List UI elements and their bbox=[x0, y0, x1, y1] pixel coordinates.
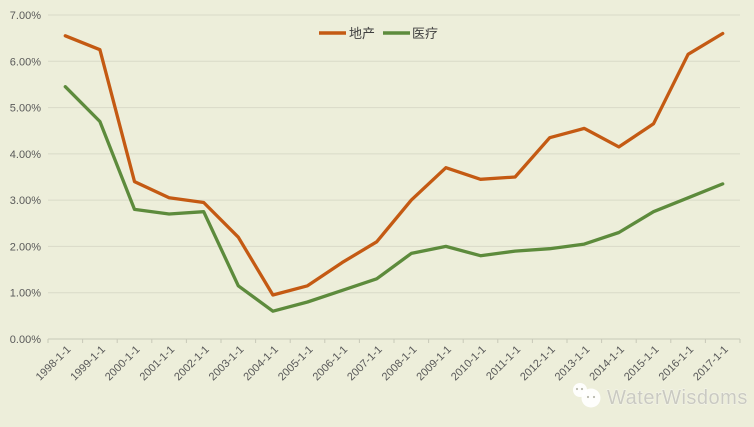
chat-bubbles-icon-dot bbox=[580, 387, 584, 391]
series-line-0 bbox=[63, 31, 725, 297]
series-line-1 bbox=[63, 85, 725, 313]
x-tick-label: 2008-1-1 bbox=[380, 344, 420, 384]
x-tick-label: 2010-1-1 bbox=[449, 344, 489, 384]
x-tick-label: 2001-1-1 bbox=[138, 344, 178, 384]
y-tick-label: 3.00% bbox=[10, 195, 41, 207]
x-tick-label: 2012-1-1 bbox=[518, 344, 558, 384]
x-tick-label: 2002-1-1 bbox=[172, 344, 212, 384]
x-tick-label: 2006-1-1 bbox=[311, 344, 351, 384]
y-tick-label: 2.00% bbox=[10, 241, 41, 253]
y-tick-label: 1.00% bbox=[10, 288, 41, 300]
y-tick-label: 5.00% bbox=[10, 103, 41, 115]
chat-bubbles-icon-dot bbox=[575, 387, 579, 391]
x-tick-label: 2013-1-1 bbox=[553, 344, 593, 384]
x-tick-label: 2014-1-1 bbox=[587, 344, 627, 384]
legend-label-0: 地产 bbox=[349, 26, 375, 41]
x-tick-label: 2017-1-1 bbox=[691, 344, 731, 384]
x-tick-label: 2004-1-1 bbox=[241, 344, 281, 384]
y-tick-label: 0.00% bbox=[10, 334, 41, 346]
legend-label-1: 医疗 bbox=[412, 26, 438, 41]
watermark-text: WaterWisdoms bbox=[607, 387, 748, 409]
x-tick-label: 1998-1-1 bbox=[34, 344, 74, 384]
x-tick-label: 2009-1-1 bbox=[414, 344, 454, 384]
chat-bubbles-icon-dot bbox=[586, 395, 590, 399]
x-tick-label: 2015-1-1 bbox=[622, 344, 662, 384]
chat-bubbles-icon-dot bbox=[592, 395, 596, 399]
y-tick-label: 6.00% bbox=[10, 56, 41, 68]
x-tick-label: 2000-1-1 bbox=[103, 344, 143, 384]
x-tick-label: 2003-1-1 bbox=[207, 344, 247, 384]
x-tick-label: 1999-1-1 bbox=[68, 344, 108, 384]
y-tick-label: 4.00% bbox=[10, 149, 41, 161]
x-tick-label: 2011-1-1 bbox=[484, 344, 523, 383]
chat-bubbles-icon bbox=[581, 388, 601, 408]
x-tick-label: 2005-1-1 bbox=[276, 344, 316, 384]
y-tick-label: 7.00% bbox=[10, 10, 41, 22]
x-tick-label: 2007-1-1 bbox=[345, 344, 385, 384]
x-tick-label: 2016-1-1 bbox=[657, 344, 697, 384]
